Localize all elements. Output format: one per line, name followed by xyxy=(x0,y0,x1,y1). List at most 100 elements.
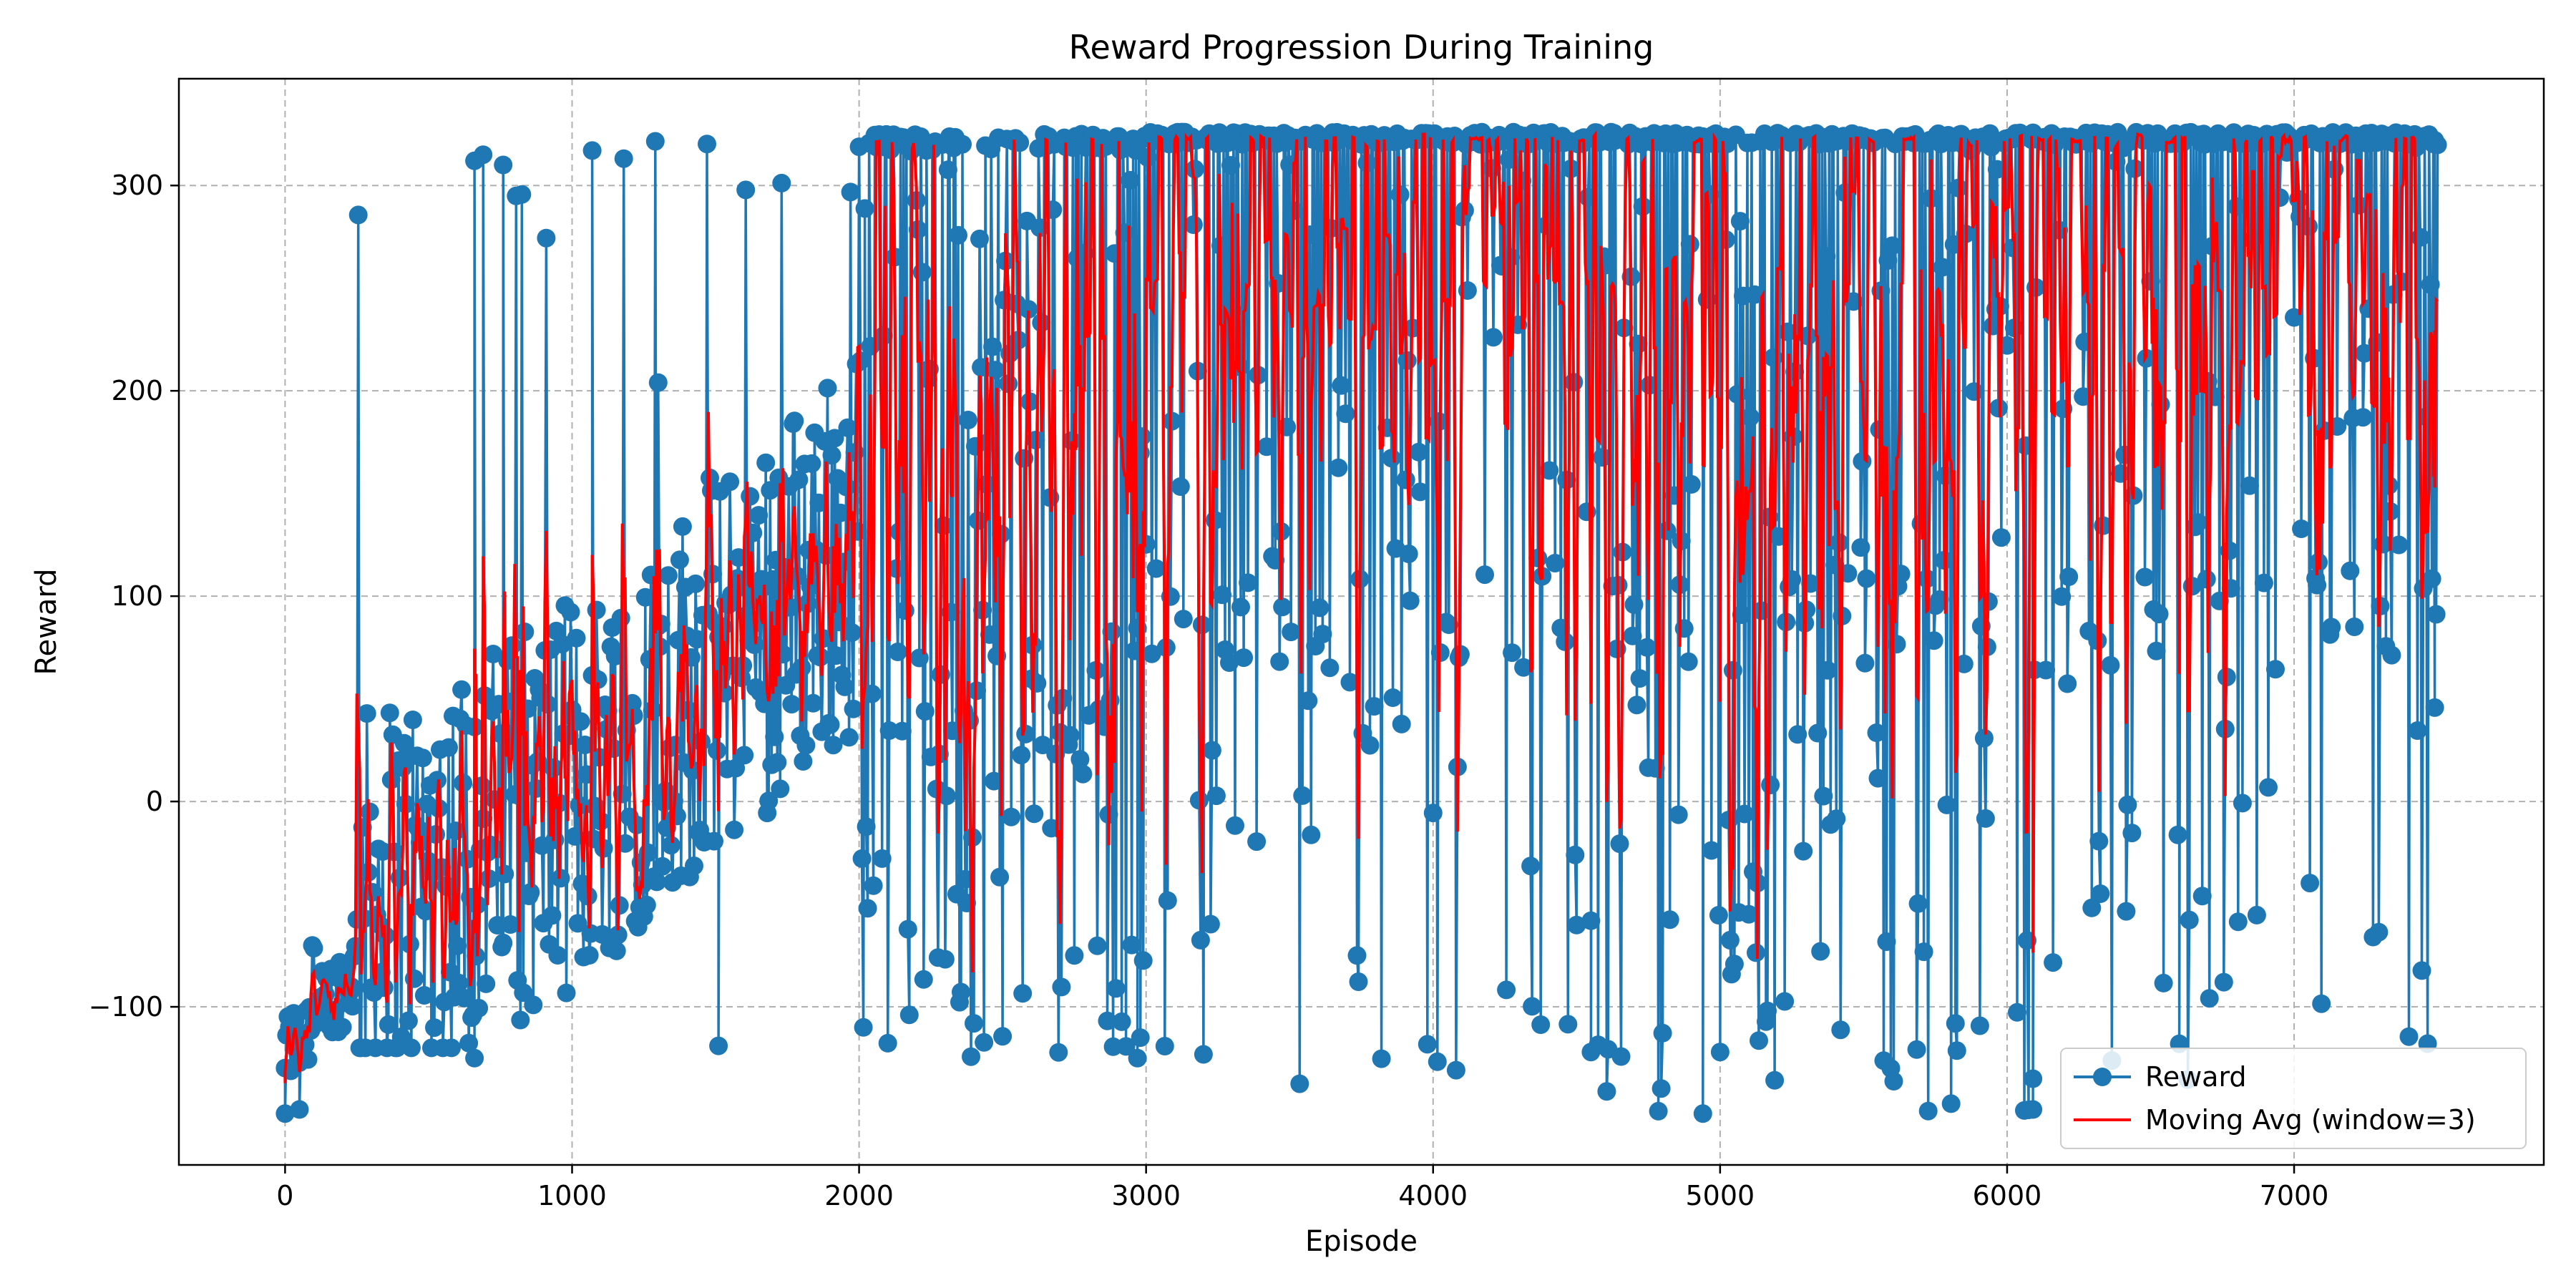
reward-point xyxy=(290,1100,309,1119)
moving-avg-line xyxy=(283,130,2439,1083)
reward-point xyxy=(980,625,1000,644)
reward-point xyxy=(565,826,585,846)
reward-point xyxy=(414,986,434,1005)
reward-point xyxy=(721,472,740,492)
reward-point xyxy=(937,786,956,806)
reward-point xyxy=(983,337,1002,356)
reward-point xyxy=(1423,804,1443,823)
reward-point xyxy=(2247,905,2266,924)
reward-point xyxy=(1964,382,1984,401)
reward-point xyxy=(1320,658,1340,678)
reward-point xyxy=(607,941,626,960)
reward-point xyxy=(605,646,625,665)
reward-point xyxy=(2058,674,2077,693)
reward-point xyxy=(1765,1070,1785,1090)
reward-point xyxy=(1213,585,1231,605)
reward-point xyxy=(333,1018,352,1037)
reward-point xyxy=(1142,644,1161,663)
reward-point xyxy=(637,895,656,914)
reward-point xyxy=(1724,955,1744,974)
reward-point xyxy=(844,699,863,718)
reward-point xyxy=(568,914,587,933)
reward-point xyxy=(413,748,432,768)
reward-point xyxy=(1867,723,1886,742)
reward-point xyxy=(2220,541,2239,560)
reward-point xyxy=(975,1033,994,1052)
reward-point xyxy=(1171,477,1190,496)
reward-point xyxy=(673,517,692,536)
reward-point xyxy=(495,864,514,884)
reward-point xyxy=(1497,980,1516,1000)
reward-point xyxy=(1101,691,1120,710)
reward-point xyxy=(1162,411,1181,431)
reward-point xyxy=(1611,1047,1631,1066)
reward-point xyxy=(878,1033,897,1053)
reward-point xyxy=(1531,1015,1551,1034)
reward-point xyxy=(1937,795,1956,814)
reward-point xyxy=(768,753,787,772)
reward-point xyxy=(557,983,576,1002)
reward-point xyxy=(1158,891,1177,910)
reward-point xyxy=(1399,545,1418,563)
reward-point xyxy=(1146,559,1166,578)
reward-point xyxy=(2322,618,2341,637)
reward-point xyxy=(2044,953,2063,972)
reward-point xyxy=(1189,791,1209,810)
reward-point xyxy=(705,831,723,851)
reward-point xyxy=(1629,334,1648,353)
reward-point xyxy=(1060,726,1080,745)
reward-point xyxy=(1234,648,1254,668)
reward-point xyxy=(512,185,532,204)
x-tick-label: 1000 xyxy=(537,1180,607,1211)
reward-point xyxy=(1049,1043,1068,1062)
reward-point xyxy=(1630,669,1649,688)
reward-point xyxy=(1070,750,1090,769)
reward-point xyxy=(1239,573,1258,592)
reward-point xyxy=(1827,809,1846,829)
legend-label-reward: Reward xyxy=(2145,1061,2247,1093)
reward-point xyxy=(1226,816,1244,835)
reward-point xyxy=(2312,994,2331,1013)
reward-point xyxy=(1349,972,1368,991)
x-tick-label: 0 xyxy=(276,1180,293,1211)
reward-point xyxy=(1133,951,1153,970)
reward-point xyxy=(2024,1100,2043,1119)
reward-point xyxy=(521,883,540,902)
reward-point xyxy=(1382,449,1401,468)
reward-point xyxy=(1013,984,1033,1003)
reward-point xyxy=(2389,535,2409,555)
reward-point xyxy=(1002,807,1021,826)
reward-point xyxy=(862,684,882,703)
reward-point xyxy=(909,648,929,668)
reward-point xyxy=(343,997,362,1016)
reward-point xyxy=(685,857,703,875)
reward-point xyxy=(1184,215,1203,234)
reward-point xyxy=(2154,973,2173,992)
reward-point xyxy=(2192,887,2212,906)
reward-point xyxy=(1257,437,1277,457)
x-tick-label: 4000 xyxy=(1398,1180,1468,1211)
reward-point xyxy=(1106,979,1126,998)
x-tick-label: 5000 xyxy=(1686,1180,1755,1211)
reward-point xyxy=(1720,930,1740,950)
reward-point xyxy=(1365,697,1384,716)
reward-point xyxy=(575,736,595,754)
reward-point xyxy=(1514,658,1533,677)
reward-point xyxy=(439,738,458,757)
legend-marker-reward xyxy=(2093,1068,2112,1086)
reward-point xyxy=(2308,575,2327,595)
reward-point xyxy=(1033,736,1053,755)
reward-point xyxy=(1155,1037,1174,1055)
reward-point xyxy=(1831,1020,1850,1040)
reward-point xyxy=(1853,452,1872,471)
reward-point xyxy=(458,849,477,869)
reward-point xyxy=(818,379,837,398)
reward-point xyxy=(959,411,977,429)
reward-point xyxy=(1794,841,1813,861)
reward-point xyxy=(2024,1069,2043,1088)
reward-point xyxy=(2147,641,2166,660)
reward-point xyxy=(477,974,496,993)
reward-point xyxy=(1329,458,1348,477)
reward-point xyxy=(709,1036,728,1055)
reward-point xyxy=(1818,660,1838,680)
